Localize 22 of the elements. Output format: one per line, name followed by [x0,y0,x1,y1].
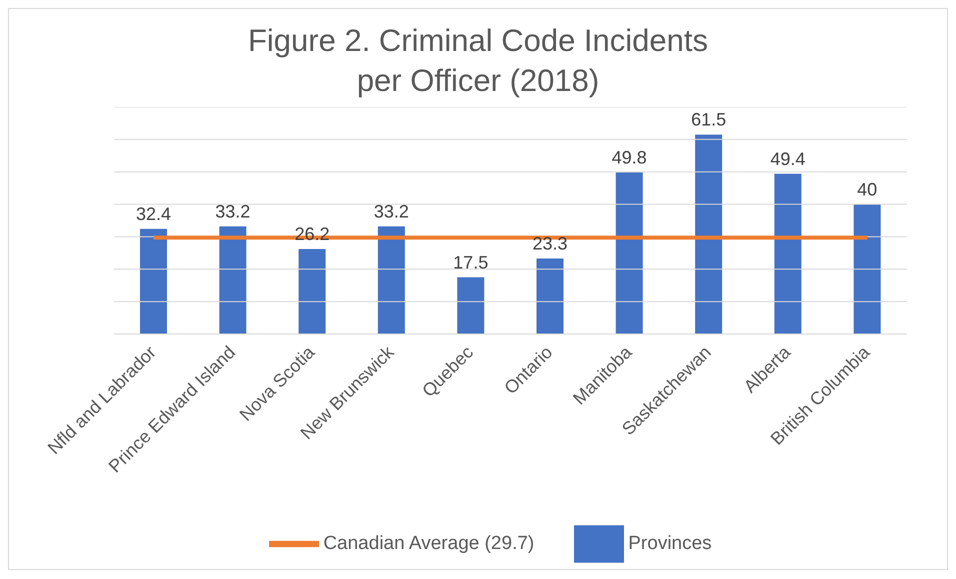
data-label: 49.4 [770,148,806,169]
bar [298,249,326,334]
bar [695,134,722,334]
data-label: 33.2 [215,201,250,222]
bar [616,172,643,334]
bar [774,174,802,334]
data-label: 23.3 [532,233,568,254]
data-label: 49.8 [612,148,647,168]
bar [140,228,167,334]
data-label: 61.5 [691,110,726,130]
bar [457,277,484,334]
legend-label: Canadian Average (29.7) [323,533,534,554]
bar [854,204,881,334]
data-label: 33.2 [374,201,409,222]
data-label: 40 [857,179,878,200]
bar [378,226,405,334]
legend-label: Provinces [628,533,712,554]
chart-title: Figure 2. Criminal Code Incidents per Officer (2018) [246,22,710,100]
data-label: 17.5 [453,252,488,272]
data-label: 32.4 [136,204,172,224]
bar [536,258,564,334]
bar [219,226,246,334]
